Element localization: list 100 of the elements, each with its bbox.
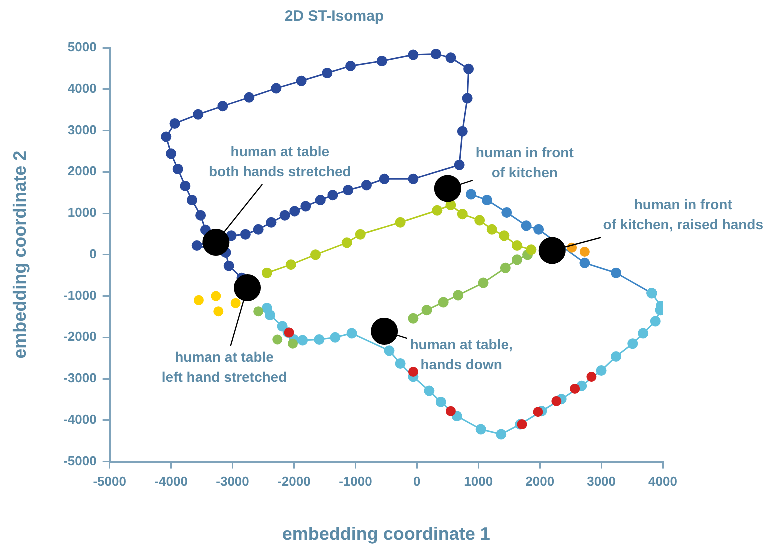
x-tick-label: 1000 bbox=[464, 474, 494, 490]
point bbox=[586, 372, 597, 382]
point bbox=[186, 195, 198, 206]
point bbox=[166, 148, 177, 160]
point bbox=[211, 291, 222, 302]
point bbox=[271, 83, 282, 94]
point bbox=[580, 247, 590, 258]
y-tick-label: 1000 bbox=[68, 205, 97, 220]
point bbox=[478, 278, 489, 288]
point bbox=[395, 358, 406, 369]
point bbox=[611, 268, 622, 278]
point bbox=[596, 366, 607, 376]
point bbox=[638, 328, 649, 339]
point bbox=[362, 180, 372, 191]
point bbox=[194, 295, 204, 306]
point bbox=[230, 298, 241, 308]
chart-title: 2D ST-Isomap bbox=[284, 8, 384, 26]
point bbox=[376, 56, 388, 66]
y-tick-label: 5000 bbox=[68, 40, 97, 55]
point bbox=[315, 195, 326, 206]
point bbox=[611, 351, 622, 362]
point bbox=[272, 334, 283, 345]
point bbox=[422, 305, 432, 316]
y-tick-label: 0 bbox=[90, 246, 97, 262]
point bbox=[240, 229, 251, 240]
point bbox=[457, 126, 468, 137]
x-tick-label: -5000 bbox=[93, 474, 126, 490]
point bbox=[512, 254, 523, 266]
point bbox=[290, 206, 300, 217]
point bbox=[218, 101, 228, 112]
point bbox=[526, 244, 537, 256]
x-tick-label: -4000 bbox=[154, 474, 188, 490]
y-tick-label: -3000 bbox=[64, 370, 97, 386]
y-axis-title: embedding coordinate 2 bbox=[10, 150, 30, 359]
point bbox=[288, 338, 298, 349]
y-tick-label: -4000 bbox=[64, 412, 97, 427]
annotation: human at table, hands down bbox=[410, 336, 513, 372]
point bbox=[346, 60, 356, 72]
point bbox=[462, 93, 473, 104]
annotation: human in front of kitchen bbox=[476, 144, 574, 181]
point bbox=[552, 396, 562, 406]
point bbox=[330, 332, 341, 343]
x-tick-label: -3000 bbox=[216, 474, 250, 490]
point bbox=[298, 335, 308, 346]
point bbox=[430, 48, 442, 60]
y-tick-label: 4000 bbox=[68, 80, 97, 96]
point bbox=[170, 118, 180, 129]
point bbox=[521, 220, 532, 232]
point bbox=[379, 174, 390, 184]
point bbox=[262, 268, 272, 278]
point bbox=[296, 76, 307, 86]
point bbox=[224, 260, 234, 272]
x-axis-title: embedding coordinate 1 bbox=[282, 524, 490, 544]
annotation: human at table left hand stretched bbox=[162, 348, 288, 385]
point bbox=[496, 429, 507, 440]
point bbox=[346, 328, 358, 339]
point bbox=[512, 240, 523, 252]
point bbox=[343, 185, 354, 196]
y-tick-label: 3000 bbox=[68, 122, 97, 138]
point bbox=[300, 201, 312, 212]
point bbox=[650, 316, 661, 327]
annotation: human at table both hands stretched bbox=[208, 143, 352, 180]
point bbox=[408, 313, 419, 324]
point bbox=[408, 50, 419, 60]
x-tick-label: 2000 bbox=[526, 474, 555, 490]
point bbox=[395, 217, 406, 228]
point bbox=[466, 189, 476, 200]
point bbox=[314, 334, 325, 345]
point bbox=[580, 258, 590, 268]
point bbox=[464, 64, 474, 74]
point bbox=[161, 132, 172, 142]
point bbox=[172, 164, 184, 174]
point bbox=[446, 406, 456, 416]
point bbox=[424, 386, 435, 396]
annotation: human in front of kitchen, raised hands bbox=[603, 196, 764, 233]
point bbox=[192, 240, 202, 252]
point bbox=[214, 306, 224, 317]
point bbox=[486, 224, 498, 235]
point bbox=[500, 262, 511, 274]
point bbox=[446, 52, 456, 64]
point bbox=[453, 290, 464, 301]
point bbox=[193, 109, 204, 120]
point bbox=[280, 210, 290, 221]
point bbox=[310, 250, 321, 260]
point bbox=[438, 297, 449, 308]
y-tick-label: 2000 bbox=[68, 164, 97, 179]
point bbox=[253, 224, 264, 235]
point bbox=[446, 200, 456, 210]
point bbox=[355, 229, 366, 240]
point bbox=[432, 205, 443, 216]
point bbox=[322, 68, 333, 78]
point bbox=[476, 424, 486, 435]
y-tick-label: -2000 bbox=[64, 329, 97, 344]
x-tick-label: 3000 bbox=[587, 474, 616, 490]
point bbox=[628, 338, 638, 350]
point bbox=[262, 303, 272, 314]
point bbox=[570, 384, 580, 394]
point bbox=[474, 215, 486, 226]
x-tick-label: 4000 bbox=[648, 474, 678, 490]
point bbox=[328, 190, 338, 201]
